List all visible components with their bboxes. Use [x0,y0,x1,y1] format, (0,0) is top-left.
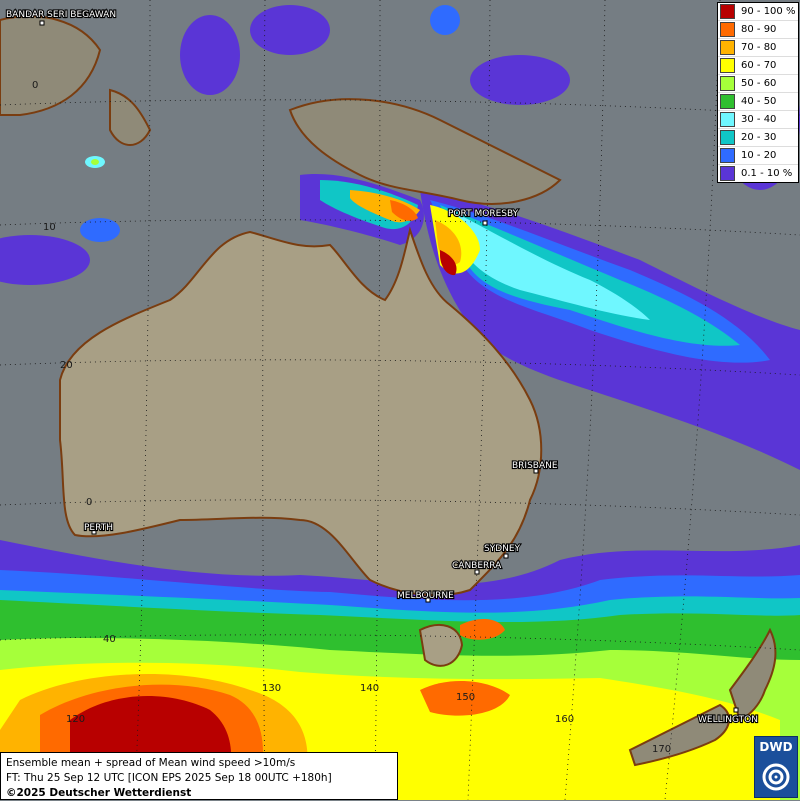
city-label-sydney: SYDNEY [484,544,521,554]
swirl-icon [755,737,797,797]
legend-row: 60 - 70 [718,57,798,75]
city-label-bandar-seri-begawan: BANDAR SERI BEGAWAN [6,10,116,20]
legend-swatch [720,76,735,91]
legend-swatch [720,22,735,37]
city-marker [483,221,487,225]
dwd-logo: DWD [754,736,798,798]
legend-swatch [720,130,735,145]
lon-label-160: 160 [555,714,574,725]
legend-row: 10 - 20 [718,147,798,165]
legend-row: 70 - 80 [718,39,798,57]
legend-label: 30 - 40 [741,114,776,125]
legend-label: 10 - 20 [741,150,776,161]
legend-swatch [720,58,735,73]
legend-label: 50 - 60 [741,78,776,89]
lat-label-30: 0 [86,497,92,508]
legend-label: 0.1 - 10 % [741,168,792,179]
lon-label-130: 130 [262,683,281,694]
product-title: Ensemble mean + spread of Mean wind spee… [6,756,392,771]
legend-row: 20 - 30 [718,129,798,147]
legend-row: 30 - 40 [718,111,798,129]
legend-label: 20 - 30 [741,132,776,143]
forecast-time: FT: Thu 25 Sep 12 UTC [ICON EPS 2025 Sep… [6,771,392,786]
city-label-brisbane: BRISBANE [512,461,558,471]
city-marker [40,21,44,25]
legend-label: 40 - 50 [741,96,776,107]
legend-label: 90 - 100 % [741,6,795,17]
city-label-perth: PERTH [84,523,113,533]
info-box: Ensemble mean + spread of Mean wind spee… [0,752,398,800]
legend-swatch [720,112,735,127]
lon-label-140: 140 [360,683,379,694]
lon-label-150: 150 [456,692,475,703]
probability-legend: 90 - 100 % 80 - 90 70 - 80 60 - 70 50 - 60 40… [717,2,799,183]
lon-label-120: 120 [66,714,85,725]
lat-label-40: 40 [103,634,116,645]
legend-row: 50 - 60 [718,75,798,93]
lon-label-170: 170 [652,744,671,755]
legend-swatch [720,166,735,181]
city-label-canberra: CANBERRA [452,561,502,571]
city-label-port-moresby: PORT MORESBY [448,209,519,219]
legend-swatch [720,4,735,19]
city-label-wellington: WELLINGTON [698,715,758,725]
city-label-melbourne: MELBOURNE [397,591,454,601]
city-marker [734,708,738,712]
lat-label-20: 20 [60,360,73,371]
legend-label: 60 - 70 [741,60,776,71]
legend-swatch [720,94,735,109]
legend-row: 80 - 90 [718,21,798,39]
legend-label: 80 - 90 [741,24,776,35]
city-marker [504,554,508,558]
copyright-text: ©2025 Deutscher Wetterdienst [6,786,392,801]
legend-row: 90 - 100 % [718,3,798,21]
legend-swatch [720,148,735,163]
legend-row: 40 - 50 [718,93,798,111]
legend-swatch [720,40,735,55]
legend-row: 0.1 - 10 % [718,165,798,182]
lat-label-10: 10 [43,222,56,233]
legend-label: 70 - 80 [741,42,776,53]
lat-label-0: 0 [32,80,38,91]
